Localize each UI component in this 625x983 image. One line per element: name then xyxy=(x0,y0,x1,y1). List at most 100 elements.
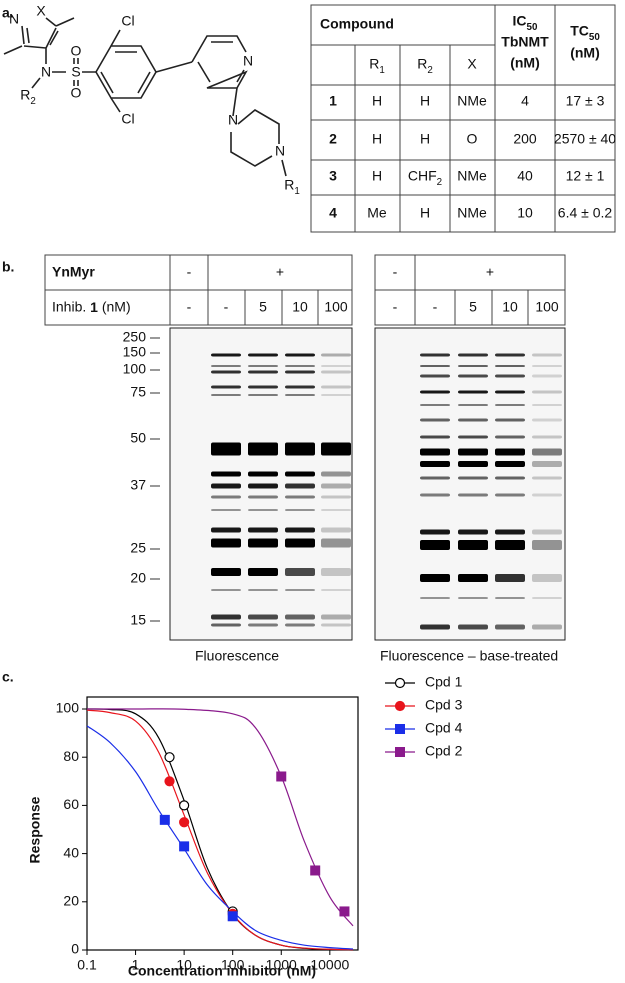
table-cell: H xyxy=(372,93,382,109)
gel-band xyxy=(285,495,315,499)
gel-band xyxy=(532,476,562,480)
gel-lane-label: 100 xyxy=(535,299,559,315)
gel-lane-label: 10 xyxy=(292,299,308,315)
data-marker xyxy=(164,752,175,763)
gel-band xyxy=(420,476,450,480)
y-tick-label: 100 xyxy=(56,700,80,716)
gel-band xyxy=(321,509,351,511)
gel-image xyxy=(374,327,566,641)
gel-band xyxy=(248,365,278,367)
gel-band xyxy=(211,471,241,477)
gel-band xyxy=(321,370,351,374)
gel-band xyxy=(321,538,351,548)
table-header: IC50 xyxy=(513,13,538,33)
gel-band xyxy=(285,527,315,533)
atom: O xyxy=(71,43,82,59)
gel-band xyxy=(248,527,278,533)
table-cell: NMe xyxy=(457,93,487,109)
table-cell: 10 xyxy=(517,205,533,221)
data-marker xyxy=(179,841,190,852)
table-header: TbNMT xyxy=(501,34,549,50)
gel-band xyxy=(495,540,525,550)
gel-band xyxy=(321,394,351,396)
gel-lane-label: 5 xyxy=(259,299,267,315)
gel-band xyxy=(248,442,278,456)
gel-band xyxy=(420,435,450,439)
atom-group: R1 xyxy=(284,177,300,197)
gel-band xyxy=(248,614,278,620)
gel-band xyxy=(532,574,562,582)
gel-band xyxy=(211,370,241,374)
table-cell: 40 xyxy=(517,168,533,184)
x-tick-label: 1 xyxy=(132,957,140,973)
legend-marker xyxy=(395,747,405,757)
gel-band xyxy=(420,529,450,535)
gel-band xyxy=(458,493,488,497)
mw-marker-label: 15 xyxy=(130,612,146,628)
gel-band xyxy=(285,589,315,591)
fit-curve xyxy=(86,709,354,951)
gel-band xyxy=(420,418,450,422)
gel-band xyxy=(285,365,315,367)
gel-band xyxy=(495,404,525,406)
atom: S xyxy=(71,64,80,80)
gel-band xyxy=(532,597,562,599)
mw-marker-label: 100 xyxy=(123,361,147,377)
y-tick-label: 80 xyxy=(63,748,79,764)
gel-band xyxy=(211,353,241,357)
table-cell: H xyxy=(372,131,382,147)
gel-lane-label: 100 xyxy=(324,299,348,315)
gel-band xyxy=(248,495,278,499)
y-tick-label: 20 xyxy=(63,893,79,909)
gel-band xyxy=(211,614,241,620)
data-marker xyxy=(276,771,287,782)
gel-band xyxy=(211,365,241,367)
panel-label: b. xyxy=(2,259,14,275)
gel-band xyxy=(321,568,351,576)
gel-band xyxy=(211,394,241,396)
gel-band xyxy=(458,574,488,582)
gel-band xyxy=(495,597,525,599)
y-axis-label: Response xyxy=(27,796,43,863)
gel-band xyxy=(495,365,525,367)
data-marker xyxy=(159,814,170,825)
gel-band xyxy=(458,365,488,367)
gel-band xyxy=(248,568,278,576)
gel-lane-label: + xyxy=(486,264,494,280)
gel-band xyxy=(321,495,351,499)
gel-lane-label: - xyxy=(187,264,192,280)
gel-band xyxy=(211,538,241,548)
atom: X xyxy=(36,3,46,19)
gel-row-label: YnMyr xyxy=(52,264,95,280)
gel-caption: Fluorescence – base-treated xyxy=(380,648,558,664)
table-grid xyxy=(310,4,616,233)
table-cell: O xyxy=(467,131,478,147)
table-header: Compound xyxy=(320,16,394,32)
gel-band xyxy=(321,385,351,389)
gel-band xyxy=(532,390,562,394)
gel-band xyxy=(420,374,450,378)
atom: Cl xyxy=(121,13,134,29)
gel-band xyxy=(321,353,351,357)
gel-band xyxy=(420,461,450,467)
data-marker xyxy=(179,817,190,828)
gel-lane-label: 10 xyxy=(502,299,518,315)
gel-band xyxy=(420,448,450,456)
gel-band xyxy=(248,471,278,477)
gel-band xyxy=(458,540,488,550)
gel-band xyxy=(285,623,315,627)
gel-band xyxy=(285,509,315,511)
gel-band xyxy=(495,624,525,630)
atom: O xyxy=(71,85,82,101)
legend-marker xyxy=(394,677,406,689)
gel-band xyxy=(532,540,562,550)
gel-band xyxy=(495,418,525,422)
atom-group: R2 xyxy=(20,87,36,107)
gel-band xyxy=(532,461,562,467)
gel-band xyxy=(285,353,315,357)
gel-band xyxy=(495,353,525,357)
gel-band xyxy=(532,353,562,357)
gel-band xyxy=(211,589,241,591)
table-header: (nM) xyxy=(570,45,600,61)
gel-band xyxy=(248,370,278,374)
